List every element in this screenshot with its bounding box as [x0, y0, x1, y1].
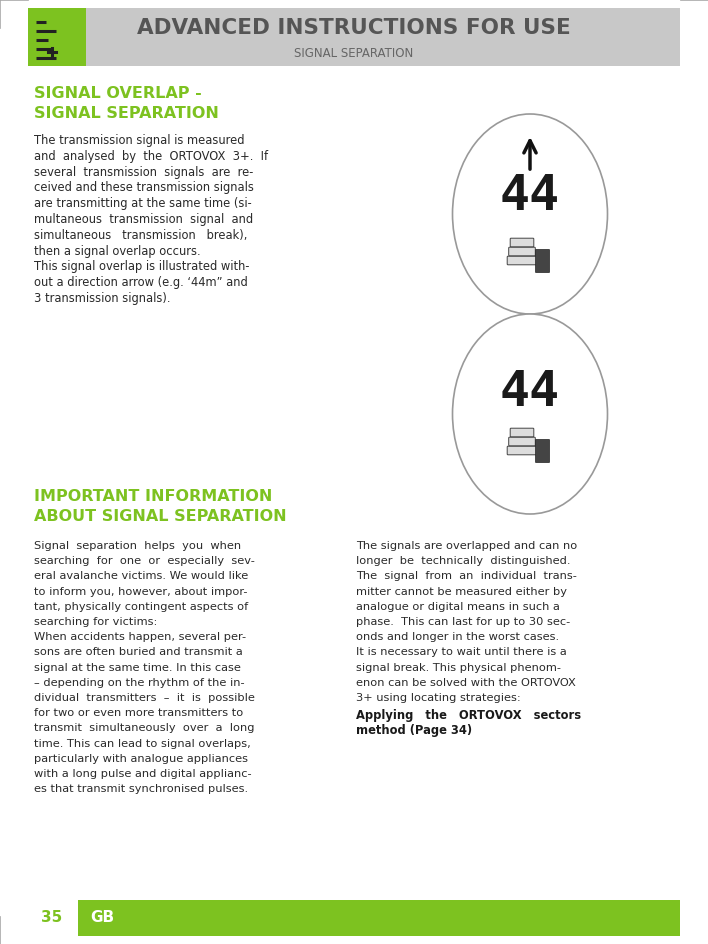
Bar [28, 900, 78, 936]
Text: onds and longer in the worst cases.: onds and longer in the worst cases. [356, 632, 559, 642]
Text: 3 transmission signals).: 3 transmission signals). [34, 292, 171, 305]
Text: IMPORTANT INFORMATION: IMPORTANT INFORMATION [34, 489, 273, 504]
Bar [28, 900, 680, 936]
Text: mitter cannot be measured either by: mitter cannot be measured either by [356, 586, 567, 597]
Text: – depending on the rhythm of the in-: – depending on the rhythm of the in- [34, 678, 245, 688]
Text: longer  be  technically  distinguished.: longer be technically distinguished. [356, 556, 571, 566]
Text: tant, physically contingent aspects of: tant, physically contingent aspects of [34, 602, 249, 612]
FancyBboxPatch shape [510, 429, 534, 437]
Text: It is necessary to wait until there is a: It is necessary to wait until there is a [356, 648, 566, 657]
Text: signal at the same time. In this case: signal at the same time. In this case [34, 663, 241, 672]
Text: GB: GB [90, 911, 114, 925]
Text: analogue or digital means in such a: analogue or digital means in such a [356, 602, 560, 612]
Text: The  signal  from  an  individual  trans-: The signal from an individual trans- [356, 571, 577, 582]
FancyBboxPatch shape [507, 447, 537, 455]
Bar [28, 8, 86, 66]
Text: sons are often buried and transmit a: sons are often buried and transmit a [34, 648, 243, 657]
FancyBboxPatch shape [509, 437, 535, 446]
Text: es that transmit synchronised pulses.: es that transmit synchronised pulses. [34, 784, 248, 794]
Text: are transmitting at the same time (si-: are transmitting at the same time (si- [34, 197, 252, 211]
Text: 44: 44 [500, 172, 560, 220]
Text: transmit  simultaneously  over  a  long: transmit simultaneously over a long [34, 723, 254, 733]
Text: ceived and these transmission signals: ceived and these transmission signals [34, 181, 254, 194]
Text: eral avalanche victims. We would like: eral avalanche victims. We would like [34, 571, 249, 582]
Text: particularly with analogue appliances: particularly with analogue appliances [34, 754, 248, 764]
Text: enon can be solved with the ORTOVOX: enon can be solved with the ORTOVOX [356, 678, 576, 688]
Text: and  analysed  by  the  ORTOVOX  3+.  If: and analysed by the ORTOVOX 3+. If [34, 150, 268, 162]
Text: searching for victims:: searching for victims: [34, 617, 157, 627]
Text: with a long pulse and digital applianc-: with a long pulse and digital applianc- [34, 769, 251, 779]
FancyBboxPatch shape [535, 440, 549, 463]
FancyBboxPatch shape [535, 249, 549, 273]
Text: phase.  This can last for up to 30 sec-: phase. This can last for up to 30 sec- [356, 617, 570, 627]
Text: SIGNAL OVERLAP -: SIGNAL OVERLAP - [34, 86, 202, 101]
Text: dividual  transmitters  –  it  is  possible: dividual transmitters – it is possible [34, 693, 255, 703]
Text: signal break. This physical phenom-: signal break. This physical phenom- [356, 663, 561, 672]
Text: then a signal overlap occurs.: then a signal overlap occurs. [34, 244, 200, 258]
FancyBboxPatch shape [507, 256, 537, 265]
Text: SIGNAL SEPARATION: SIGNAL SEPARATION [34, 106, 219, 121]
Text: Applying   the   ORTOVOX   sectors: Applying the ORTOVOX sectors [356, 709, 581, 722]
Text: out a direction arrow (e.g. ‘44m” and: out a direction arrow (e.g. ‘44m” and [34, 277, 248, 289]
Text: searching  for  one  or  especially  sev-: searching for one or especially sev- [34, 556, 255, 566]
Text: time. This can lead to signal overlaps,: time. This can lead to signal overlaps, [34, 738, 251, 749]
Ellipse shape [452, 114, 607, 314]
Text: When accidents happen, several per-: When accidents happen, several per- [34, 632, 246, 642]
Text: 44: 44 [500, 368, 560, 416]
Text: ADVANCED INSTRUCTIONS FOR USE: ADVANCED INSTRUCTIONS FOR USE [137, 18, 571, 39]
Text: multaneous  transmission  signal  and: multaneous transmission signal and [34, 213, 253, 226]
Text: SIGNAL SEPARATION: SIGNAL SEPARATION [295, 47, 413, 59]
Text: This signal overlap is illustrated with-: This signal overlap is illustrated with- [34, 261, 249, 274]
Text: for two or even more transmitters to: for two or even more transmitters to [34, 708, 244, 718]
Text: ABOUT SIGNAL SEPARATION: ABOUT SIGNAL SEPARATION [34, 509, 287, 524]
Ellipse shape [452, 314, 607, 514]
Text: method (Page 34): method (Page 34) [356, 724, 472, 737]
Text: The transmission signal is measured: The transmission signal is measured [34, 134, 244, 147]
Text: 35: 35 [41, 911, 62, 925]
Text: several  transmission  signals  are  re-: several transmission signals are re- [34, 165, 253, 178]
FancyBboxPatch shape [510, 238, 534, 246]
Text: to inform you, however, about impor-: to inform you, however, about impor- [34, 586, 248, 597]
Bar [28, 8, 680, 66]
Text: simultaneous   transmission   break),: simultaneous transmission break), [34, 228, 247, 242]
Text: The signals are overlapped and can no: The signals are overlapped and can no [356, 541, 577, 551]
Text: 3+ using locating strategies:: 3+ using locating strategies: [356, 693, 521, 703]
Text: Signal  separation  helps  you  when: Signal separation helps you when [34, 541, 241, 551]
FancyBboxPatch shape [509, 247, 535, 256]
